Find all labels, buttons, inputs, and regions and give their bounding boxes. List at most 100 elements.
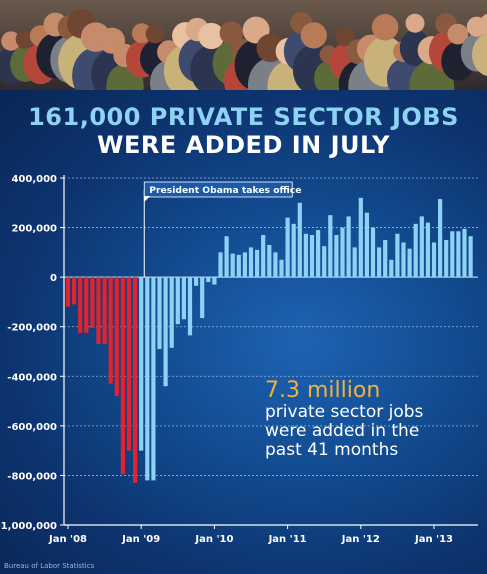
bar <box>230 253 235 278</box>
bar <box>285 217 290 278</box>
bar <box>218 252 223 278</box>
bar <box>468 236 473 278</box>
y-tick-label: -200,000 <box>7 323 57 334</box>
bar <box>419 216 424 278</box>
y-tick-label: 0 <box>50 273 57 284</box>
bar <box>407 248 412 278</box>
bar <box>279 259 284 278</box>
bar <box>169 277 174 348</box>
bar <box>78 277 83 333</box>
title-line-2: WERE ADDED IN JULY <box>97 131 390 159</box>
event-label-pointer <box>144 196 151 202</box>
crowd-figure-head <box>1 31 21 51</box>
bar <box>450 231 455 278</box>
bar <box>328 215 333 278</box>
bar <box>303 233 308 278</box>
bar <box>175 277 180 325</box>
y-tick-label: 400,000 <box>11 174 57 185</box>
bar <box>145 277 150 481</box>
bar <box>352 247 357 278</box>
x-tick-label: Jan '12 <box>341 534 380 545</box>
crowd-figure-head <box>478 13 487 36</box>
x-tick-label: Jan '09 <box>121 534 160 545</box>
bar <box>322 246 327 278</box>
bar <box>248 247 254 278</box>
crowd-figure-body <box>471 33 487 76</box>
event-label: President Obama takes office <box>149 185 301 196</box>
bar <box>200 277 205 319</box>
bar <box>358 197 363 278</box>
bar <box>370 227 376 278</box>
annotation-line-2: were added in the <box>265 421 420 441</box>
bar <box>340 227 345 278</box>
bar <box>65 277 71 307</box>
bar <box>242 252 247 278</box>
bar <box>273 252 278 278</box>
bar <box>157 277 162 350</box>
crowd-figure-head <box>335 27 355 47</box>
crowd-photo <box>0 0 487 90</box>
crowd-figure-head <box>219 21 243 45</box>
bar <box>316 230 321 278</box>
bar <box>383 239 388 278</box>
y-tick-label: 200,000 <box>11 224 57 235</box>
crowd-figure-head <box>405 13 425 33</box>
bar <box>431 242 437 278</box>
bar <box>444 239 449 278</box>
bar <box>462 228 467 278</box>
bar <box>102 277 107 345</box>
bar <box>346 216 351 278</box>
y-tick-label: -400,000 <box>7 372 57 383</box>
crowd-figure-head <box>447 23 469 45</box>
bar <box>139 277 144 451</box>
bar <box>84 277 89 333</box>
bar <box>90 277 95 328</box>
x-tick-label: Jan '13 <box>414 534 453 545</box>
bar <box>194 277 199 286</box>
x-tick-label: Jan '10 <box>194 534 233 545</box>
bar <box>389 259 394 278</box>
bar <box>309 235 315 278</box>
bar <box>72 277 77 305</box>
y-tick-label: -600,000 <box>7 422 57 433</box>
bar <box>401 242 406 278</box>
bar <box>291 223 296 278</box>
bar <box>126 277 132 451</box>
bar <box>181 277 186 320</box>
crowd-figure-head <box>198 22 225 50</box>
annotation-headline: 7.3 million <box>265 378 381 403</box>
source-note: Bureau of Labor Statistics <box>4 562 95 570</box>
x-tick-label: Jan '11 <box>268 534 307 545</box>
bar <box>438 199 443 278</box>
bar <box>236 254 241 278</box>
event-label-box <box>143 181 293 198</box>
bar <box>364 212 369 278</box>
bar <box>255 249 260 278</box>
bar <box>108 277 113 384</box>
bar <box>120 277 125 475</box>
bar <box>96 277 101 345</box>
bar <box>267 244 272 278</box>
crowd-figure-head <box>145 24 165 44</box>
x-tick-label: Jan '08 <box>48 534 87 545</box>
crowd-figure-head <box>300 22 327 49</box>
bar <box>133 277 138 483</box>
bar <box>425 222 430 278</box>
bar <box>187 277 193 336</box>
bar <box>261 235 266 278</box>
bar <box>377 247 382 278</box>
bar <box>212 277 217 285</box>
crowd-figure-head <box>15 29 35 49</box>
bar <box>163 277 168 387</box>
bar <box>206 277 211 283</box>
annotation-line-1: private sector jobs <box>265 402 424 422</box>
bar <box>334 235 339 278</box>
bar <box>395 233 400 278</box>
y-tick-label: -800,000 <box>7 471 57 482</box>
jobs-annotation: 7.3 million private sector jobs were add… <box>265 378 480 460</box>
bar <box>224 236 229 278</box>
annotation-line-3: past 41 months <box>265 440 399 460</box>
title-line-1: 161,000 PRIVATE SECTOR JOBS <box>28 103 459 131</box>
